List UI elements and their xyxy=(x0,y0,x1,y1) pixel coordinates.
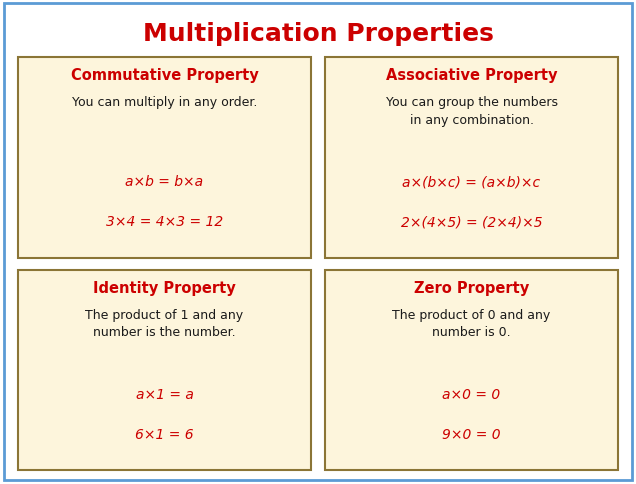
Text: Multiplication Properties: Multiplication Properties xyxy=(142,22,494,46)
Text: a×0 = 0: a×0 = 0 xyxy=(443,387,501,401)
Text: 6×1 = 6: 6×1 = 6 xyxy=(135,427,194,441)
Text: 2×(4×5) = (2×4)×5: 2×(4×5) = (2×4)×5 xyxy=(401,215,543,229)
Text: a×1 = a: a×1 = a xyxy=(135,387,193,401)
FancyBboxPatch shape xyxy=(18,270,311,470)
Text: a×b = b×a: a×b = b×a xyxy=(125,175,204,189)
Text: 3×4 = 4×3 = 12: 3×4 = 4×3 = 12 xyxy=(106,215,223,229)
FancyBboxPatch shape xyxy=(325,58,618,258)
FancyBboxPatch shape xyxy=(325,270,618,470)
Text: Zero Property: Zero Property xyxy=(414,280,529,295)
Text: Commutative Property: Commutative Property xyxy=(71,68,258,83)
Text: 9×0 = 0: 9×0 = 0 xyxy=(442,427,501,441)
FancyBboxPatch shape xyxy=(18,58,311,258)
FancyBboxPatch shape xyxy=(4,4,632,480)
Text: Identity Property: Identity Property xyxy=(93,280,236,295)
Text: The product of 0 and any
number is 0.: The product of 0 and any number is 0. xyxy=(392,308,551,339)
Text: You can group the numbers
in any combination.: You can group the numbers in any combina… xyxy=(385,96,558,127)
Text: You can multiply in any order.: You can multiply in any order. xyxy=(72,96,257,109)
Text: The product of 1 and any
number is the number.: The product of 1 and any number is the n… xyxy=(85,308,244,339)
Text: a×(b×c) = (a×b)×c: a×(b×c) = (a×b)×c xyxy=(403,175,541,189)
Text: Associative Property: Associative Property xyxy=(386,68,557,83)
